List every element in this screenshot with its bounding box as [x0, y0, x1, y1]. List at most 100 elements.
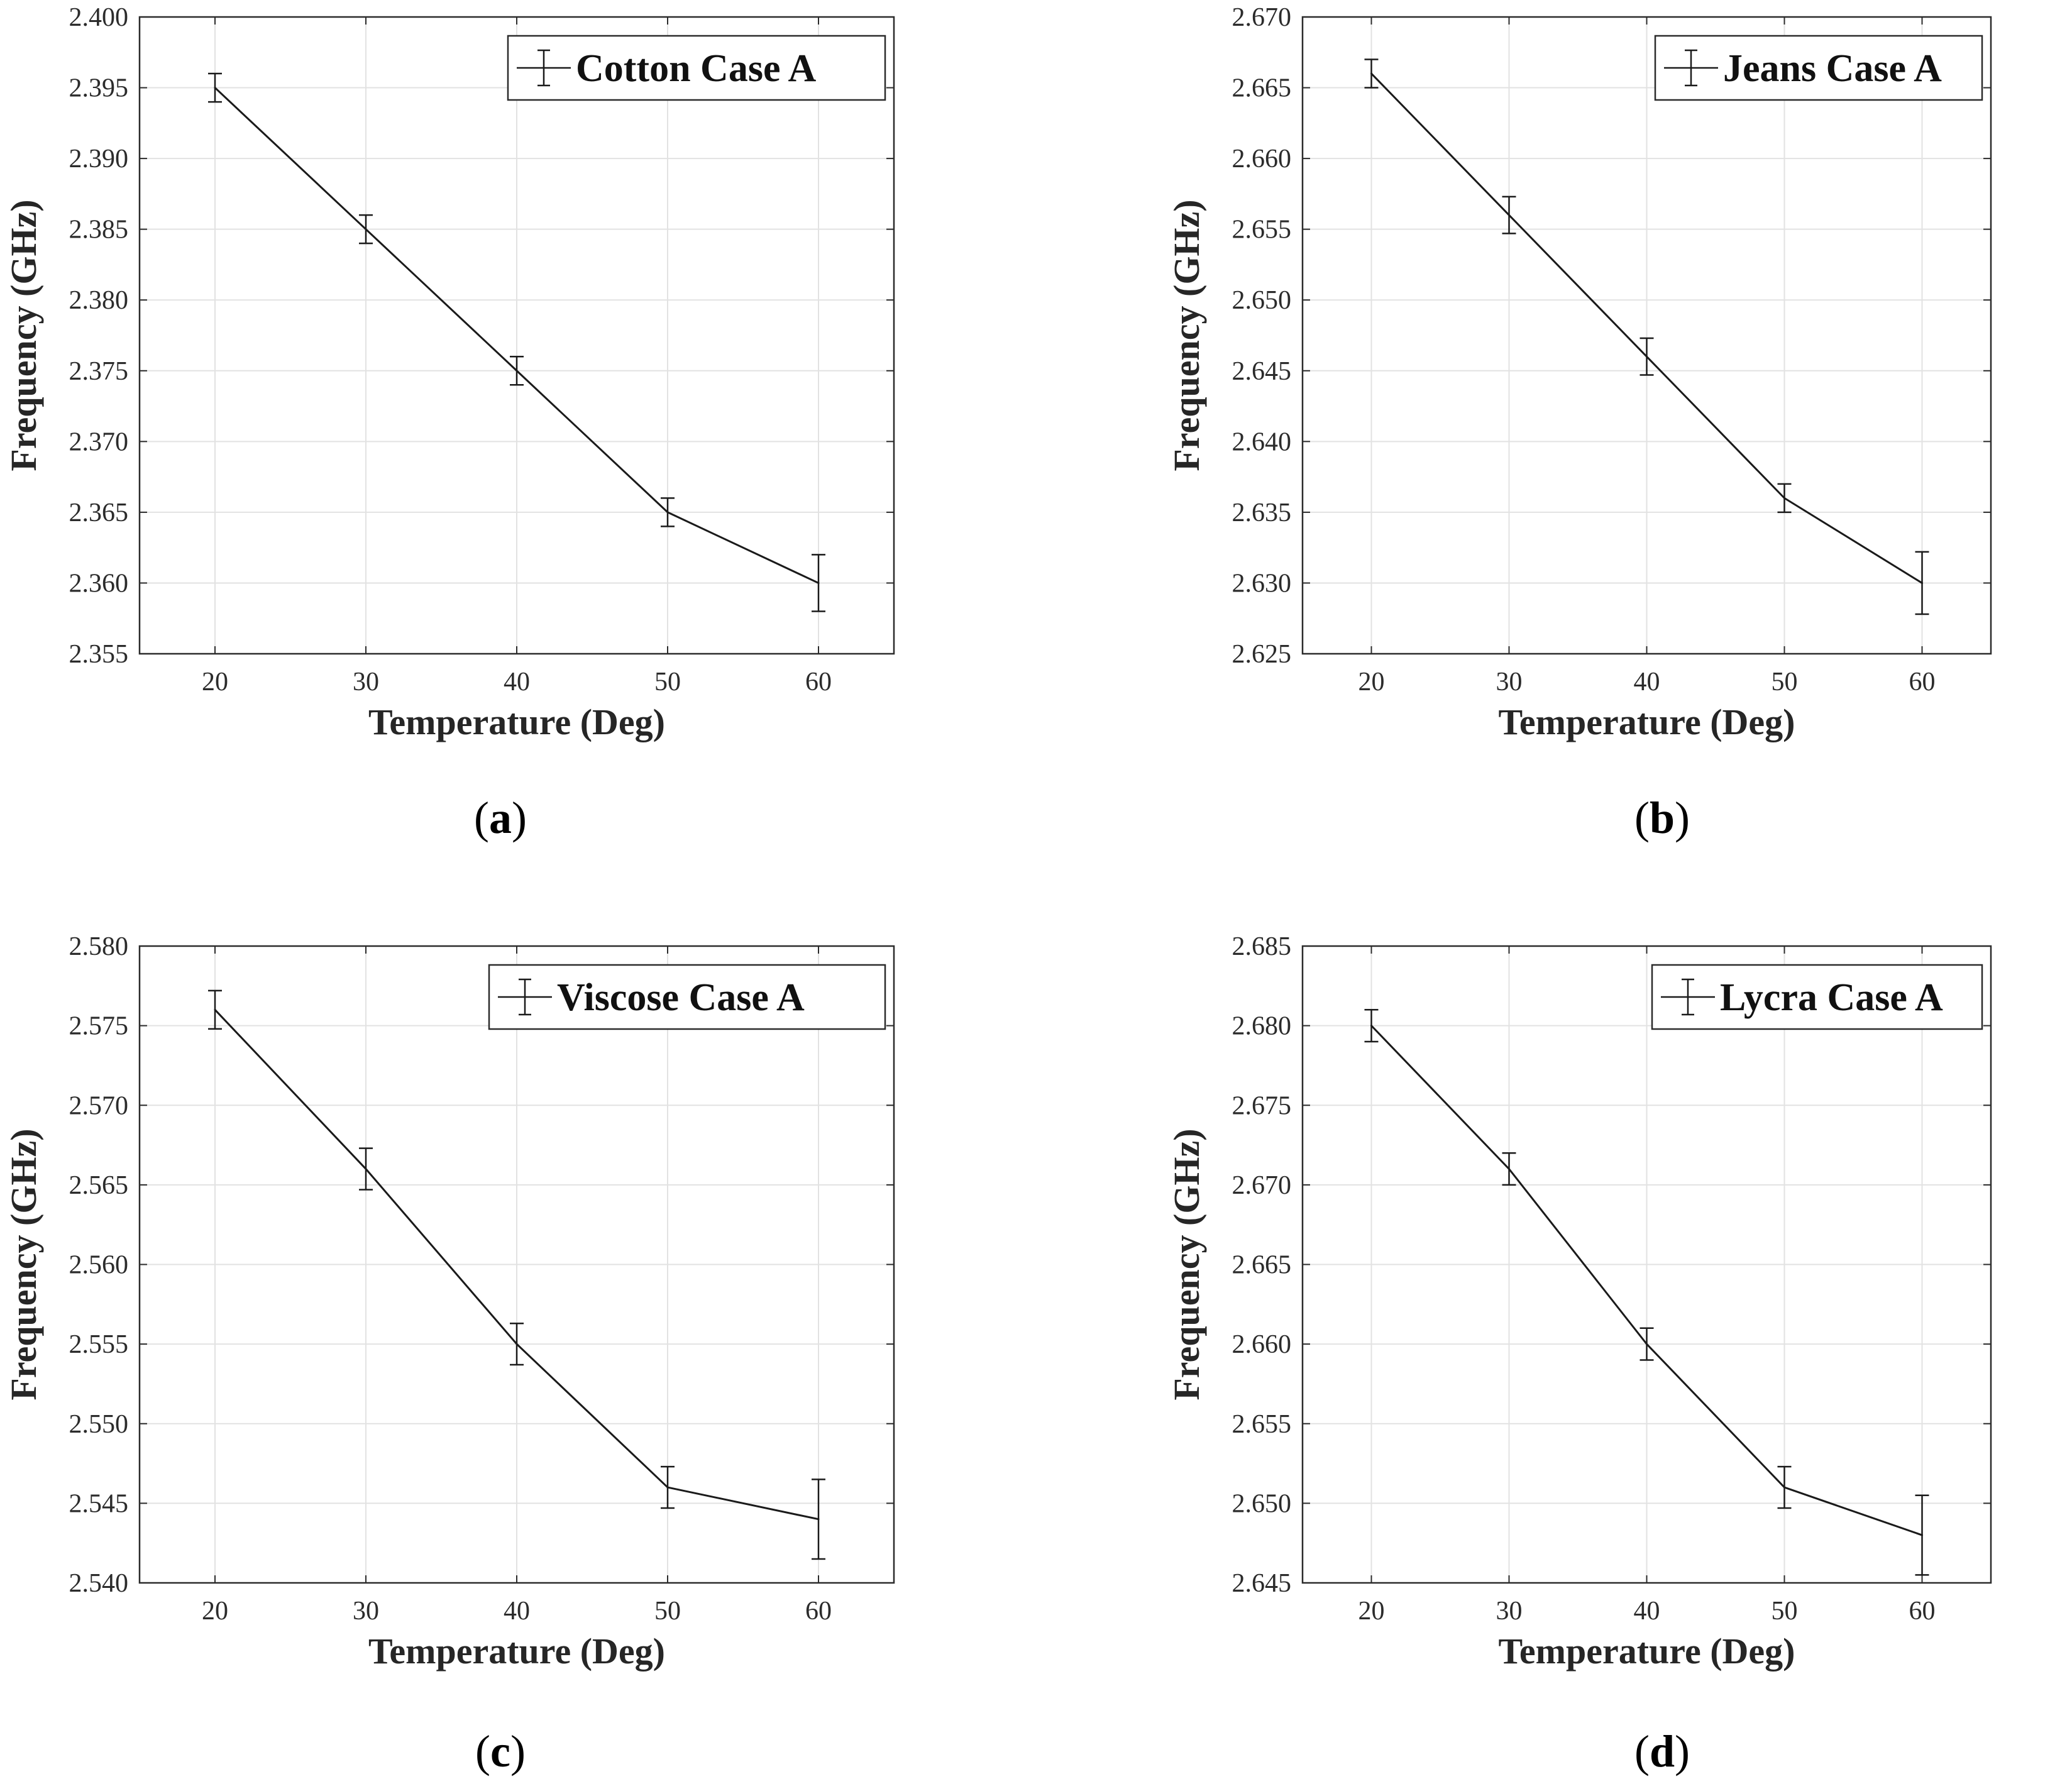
y-tick-label: 2.635 [1232, 498, 1292, 527]
x-tick-label: 50 [1772, 668, 1798, 697]
data-point [1783, 497, 1785, 499]
panel-caption-letter: d [1650, 1726, 1675, 1776]
legend-label: Lycra Case A [1720, 976, 1943, 1019]
y-tick-label: 2.660 [1232, 1330, 1292, 1359]
data-point [1370, 72, 1372, 75]
panel-caption-a: (a) [474, 793, 527, 843]
y-tick-label: 2.645 [1232, 357, 1292, 386]
y-tick-label: 2.655 [1232, 216, 1292, 245]
legend-label: Viscose Case A [557, 976, 805, 1019]
x-tick-label: 50 [1772, 1597, 1798, 1626]
panel-a: 20 30 40 50 60 2.355 2.360 2.365 2.370 2.375 2.380… [3, 3, 895, 843]
x-tick-label: 50 [654, 1597, 681, 1626]
panel-caption-d: (d) [1634, 1726, 1690, 1776]
x-axis-label: Temperature (Deg) [1499, 702, 1795, 742]
x-tick-label: 40 [1634, 1597, 1660, 1626]
grid-b [1303, 16, 1991, 654]
x-tick-label: 40 [504, 1597, 530, 1626]
y-tick-label: 2.660 [1232, 145, 1292, 173]
data-point [515, 370, 518, 372]
y-tick-label: 2.375 [69, 357, 129, 386]
legend-errorbar-symbol [1661, 978, 1715, 1016]
panel-caption-letter: b [1650, 793, 1675, 843]
x-axis-label: Temperature (Deg) [368, 1631, 665, 1672]
data-point [1646, 355, 1648, 358]
x-tick-label: 20 [1358, 1597, 1385, 1626]
y-tick-label: 2.365 [69, 498, 129, 527]
x-tick-label: 30 [1496, 668, 1523, 697]
data-point [666, 511, 669, 514]
y-tick-label: 2.640 [1232, 427, 1292, 456]
y-axis-label: Frequency (GHz) [3, 1128, 44, 1400]
y-tick-label: 2.655 [1232, 1410, 1292, 1439]
y-tick-label: 2.630 [1232, 569, 1292, 598]
y-tick-label: 2.645 [1232, 1569, 1292, 1598]
legend-c: Viscose Case A [488, 964, 886, 1030]
legend-a: Cotton Case A [507, 35, 886, 101]
legend-d: Lycra Case A [1651, 964, 1983, 1030]
panel-caption-b: (b) [1634, 793, 1690, 843]
y-tick-label: 2.370 [69, 427, 129, 456]
x-tick-label: 60 [1909, 668, 1936, 697]
data-point [515, 1343, 518, 1345]
y-tick-label: 2.565 [69, 1171, 129, 1200]
data-point [214, 1008, 216, 1011]
y-axis-label: Frequency (GHz) [3, 199, 44, 471]
y-tick-label: 2.580 [69, 932, 129, 961]
panel-c: 20 30 40 50 60 2.540 2.545 2.550 2.555 2.560 2.565… [3, 932, 895, 1776]
x-tick-label: 20 [1358, 668, 1385, 697]
data-point [1921, 1534, 1923, 1536]
y-tick-label: 2.665 [1232, 74, 1292, 103]
data-point [1646, 1343, 1648, 1345]
panel-caption-letter: c [490, 1726, 510, 1776]
legend-label: Jeans Case A [1723, 47, 1942, 90]
x-tick-label: 30 [353, 1597, 379, 1626]
legend-box [488, 964, 886, 1030]
y-tick-label: 2.560 [69, 1251, 129, 1280]
x-tick-label: 50 [654, 668, 681, 697]
x-tick-label: 20 [202, 668, 228, 697]
y-axis-label: Frequency (GHz) [1166, 1128, 1207, 1400]
data-point [1783, 1486, 1785, 1489]
y-tick-label: 2.355 [69, 640, 129, 669]
y-tick-label: 2.665 [1232, 1251, 1292, 1280]
y-tick-label: 2.380 [69, 286, 129, 315]
y-tick-label: 2.680 [1232, 1012, 1292, 1041]
legend-errorbar-symbol [498, 978, 552, 1016]
panel-b: 20 30 40 50 60 2.625 2.630 2.635 2.640 2.645 2.650… [1166, 3, 1992, 843]
x-tick-label: 60 [1909, 1597, 1936, 1626]
y-tick-label: 2.550 [69, 1410, 129, 1439]
y-tick-label: 2.575 [69, 1012, 129, 1041]
data-point [214, 87, 216, 89]
x-tick-label: 60 [805, 668, 832, 697]
x-tick-label: 40 [1634, 668, 1660, 697]
y-tick-label: 2.545 [69, 1489, 129, 1518]
x-tick-label: 20 [202, 1597, 228, 1626]
y-axis-label: Frequency (GHz) [1166, 199, 1207, 471]
data-point [666, 1486, 669, 1489]
data-point [365, 1168, 367, 1170]
y-tick-label: 2.385 [69, 216, 129, 245]
legend-label: Cotton Case A [576, 47, 817, 90]
y-tick-label: 2.650 [1232, 1489, 1292, 1518]
y-tick-label: 2.685 [1232, 932, 1292, 961]
y-tick-label: 2.390 [69, 145, 129, 173]
panel-d: 20 30 40 50 60 2.645 2.650 2.655 2.660 2.665 2.670… [1166, 932, 1992, 1776]
data-point [817, 1518, 820, 1521]
data-point [365, 228, 367, 231]
x-tick-label: 30 [353, 668, 379, 697]
y-tick-label: 2.360 [69, 569, 129, 598]
y-tick-label: 2.670 [1232, 3, 1292, 32]
y-tick-label: 2.395 [69, 74, 129, 103]
y-tick-label: 2.400 [69, 3, 129, 32]
y-tick-label: 2.570 [69, 1091, 129, 1120]
legend-errorbar-symbol [1664, 49, 1718, 87]
legend-errorbar-symbol [517, 49, 571, 87]
x-tick-label: 60 [805, 1597, 832, 1626]
panel-caption-c: (c) [475, 1726, 526, 1776]
y-tick-label: 2.650 [1232, 286, 1292, 315]
y-tick-label: 2.625 [1232, 640, 1292, 669]
y-tick-label: 2.675 [1232, 1091, 1292, 1120]
y-tick-label: 2.670 [1232, 1171, 1292, 1200]
y-tick-label: 2.540 [69, 1569, 129, 1598]
